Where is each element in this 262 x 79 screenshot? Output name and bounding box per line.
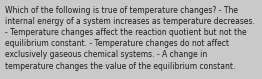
Text: equilibrium constant. - Temperature changes do not affect: equilibrium constant. - Temperature chan…	[5, 39, 229, 48]
Text: exclusively gaseous chemical systems. - A change in: exclusively gaseous chemical systems. - …	[5, 50, 207, 59]
Text: temperature changes the value of the equilibrium constant.: temperature changes the value of the equ…	[5, 62, 235, 71]
Text: - Temperature changes affect the reaction quotient but not the: - Temperature changes affect the reactio…	[5, 28, 246, 37]
Text: Which of the following is true of temperature changes? - The: Which of the following is true of temper…	[5, 6, 238, 15]
Text: internal energy of a system increases as temperature decreases.: internal energy of a system increases as…	[5, 17, 255, 26]
